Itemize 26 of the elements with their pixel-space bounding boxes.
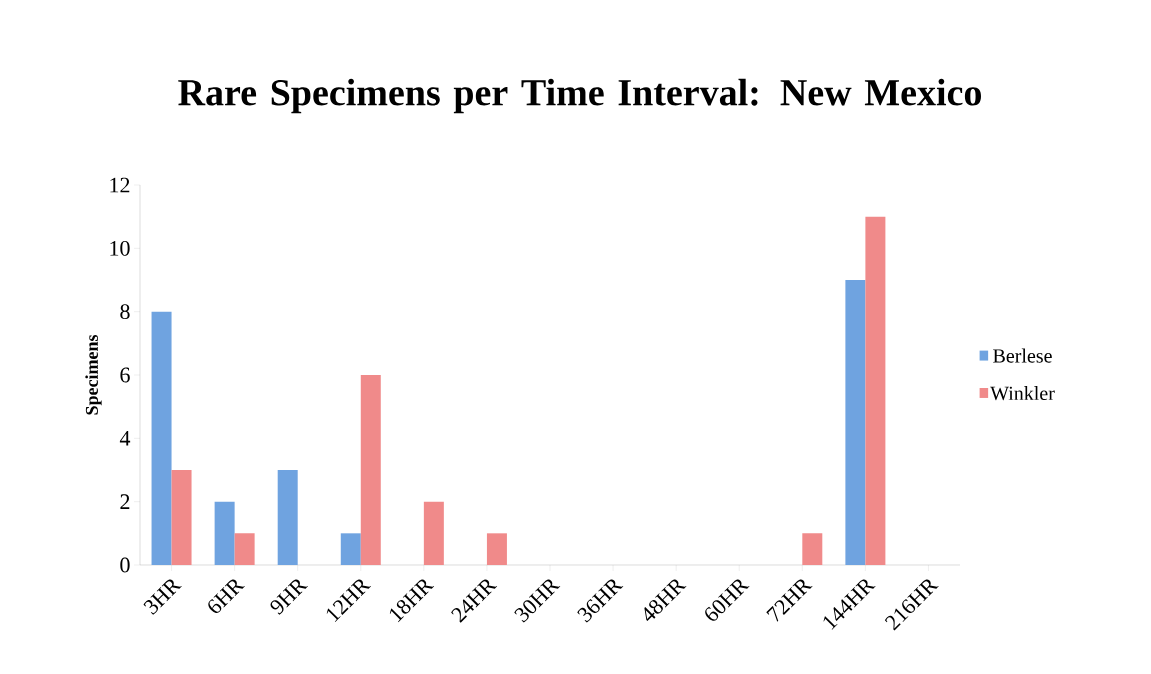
y-tick-label: 8	[120, 304, 130, 320]
y-tick-label: 12	[110, 177, 130, 193]
y-axis-title: Specimens	[85, 334, 102, 415]
y-tick-label: 6	[120, 367, 130, 383]
y-tick-label: 0	[120, 557, 130, 573]
y-tick-label: 4	[119, 431, 131, 446]
chart-title: Rare Specimens per Time Interval: New Mexico	[178, 78, 981, 114]
bar	[865, 216, 886, 565]
x-tick-label: 6HR	[208, 579, 245, 614]
bar	[277, 469, 298, 565]
y-tick-label: 2	[120, 494, 130, 509]
legend-label: Berlese	[993, 348, 1052, 363]
legend-label: Winkler	[990, 385, 1055, 401]
bar	[234, 533, 255, 565]
y-tick-label: 10	[110, 240, 130, 256]
bar	[802, 533, 823, 565]
bar	[340, 533, 361, 565]
bar	[214, 501, 235, 565]
bar	[486, 533, 507, 565]
bar	[845, 279, 866, 565]
bar	[171, 469, 192, 565]
x-tick-label: 3HR	[143, 579, 182, 615]
bar	[151, 311, 172, 565]
x-tick-label: 9HR	[270, 579, 308, 615]
bar	[423, 501, 444, 565]
bar	[360, 374, 381, 565]
